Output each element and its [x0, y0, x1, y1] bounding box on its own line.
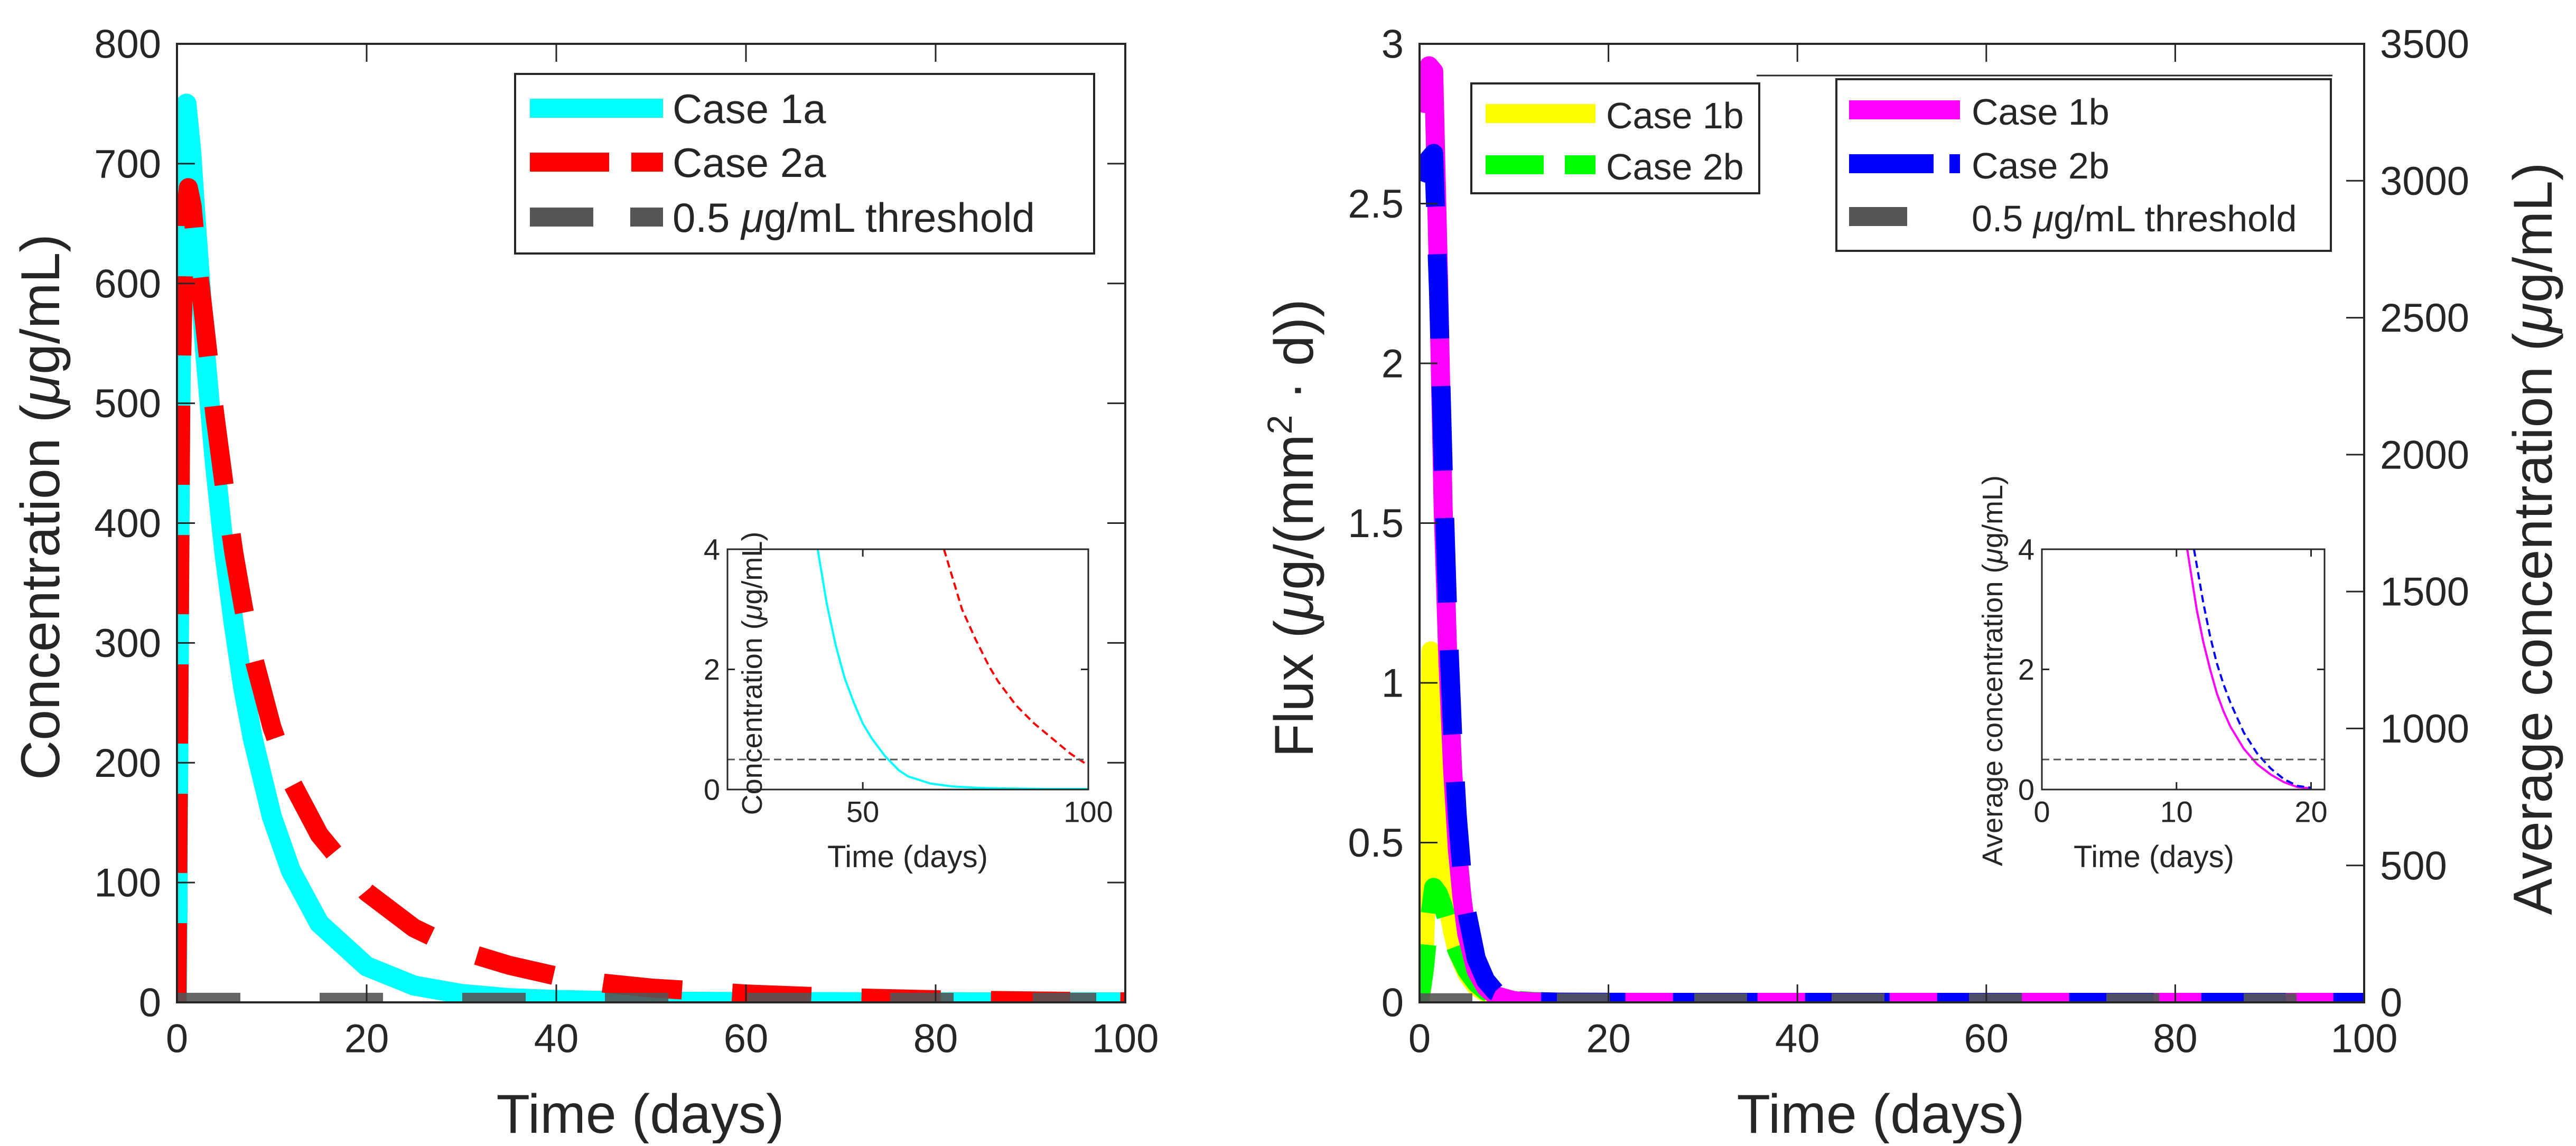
left-ylabel: Concentration (μg/mL) — [10, 234, 71, 780]
right-inset-plot-area — [2042, 549, 2325, 790]
ytick-label: 100 — [94, 861, 161, 906]
series-right-main-1-case-2b — [1420, 878, 2364, 1002]
legend-label-case-1b-magenta: Case 1b — [1972, 91, 2110, 133]
series-right-main-3-case-2b — [1420, 144, 2364, 1002]
series-left-inset-0-case-1a — [816, 549, 1088, 790]
right-legend-right-axis: Case 1b Case 2b 0.5 μg/mL threshold — [1757, 74, 2332, 252]
legend-label-case-2a: Case 2a — [673, 139, 826, 186]
ytick-label: 0 — [139, 981, 161, 1026]
legend-label-case-2b-green: Case 2b — [1606, 146, 1744, 187]
xtick-label: 20 — [2294, 795, 2327, 829]
xtick-label: 0 — [2033, 795, 2050, 829]
left-inset-bg — [727, 549, 1088, 790]
right-chart: 0 20 40 60 80 10000.511.522.53050010001500200… — [1260, 22, 2564, 1145]
ytick-label: 0 — [2018, 773, 2034, 806]
ytick-label: 1 — [1382, 661, 1404, 706]
xtick-label: 100 — [1063, 795, 1113, 829]
legend-label-case-1a: Case 1a — [673, 86, 826, 132]
y2tick-label: 1500 — [2380, 570, 2469, 615]
ytick-label: 300 — [94, 621, 161, 666]
right-inset-ylabel: Average concentration (μg/mL) — [1977, 475, 2009, 866]
y2tick-label: 2000 — [2380, 433, 2469, 477]
left-inset: 50 100 0 2 4 Time (days) Concentration (μg/m… — [704, 532, 1113, 874]
legend-label-case-1b-yellow: Case 1b — [1606, 95, 1744, 136]
left-inset-ticks: 50 100 0 2 4 — [704, 533, 1113, 829]
right-y2label: Average concentration (μg/mL) — [2503, 162, 2564, 915]
ytick-label: 800 — [94, 22, 161, 67]
legend-label-threshold-right: 0.5 μg/mL threshold — [1972, 198, 2297, 239]
legend-label-threshold: 0.5 μg/mL threshold — [673, 194, 1035, 241]
xtick-label: 100 — [2331, 1017, 2398, 1062]
left-inset-xlabel: Time (days) — [827, 840, 988, 874]
right-xlabel: Time (days) — [1737, 1084, 2024, 1143]
xtick-label: 60 — [1964, 1017, 2009, 1062]
ytick-label: 4 — [2018, 533, 2034, 566]
xtick-label: 50 — [846, 795, 879, 829]
xtick-label: 40 — [534, 1017, 579, 1062]
right-legend-left-axis: Case 1b Case 2b — [1470, 82, 1760, 194]
ytick-label: 2 — [2018, 653, 2034, 686]
series-right-inset-0-case-1b — [2186, 549, 2311, 790]
left-inset-plot-area — [727, 549, 1088, 790]
ytick-label: 0.5 — [1348, 821, 1404, 866]
xtick-label: 0 — [1408, 1017, 1431, 1062]
right-ylabel: Flux (μg/(mm2 · d)) — [1260, 299, 1325, 757]
right-legend-left-box — [1470, 82, 1760, 194]
left-inset-ylabel: Concentration (μg/mL) — [736, 532, 768, 815]
xtick-label: 60 — [724, 1017, 769, 1062]
ytick-label: 1.5 — [1348, 501, 1404, 546]
series-right-inset-1-case-2b — [2192, 549, 2311, 789]
ytick-label: 600 — [94, 261, 161, 306]
ytick-label: 700 — [94, 142, 161, 186]
y2tick-label: 1000 — [2380, 707, 2469, 752]
xtick-label: 80 — [2153, 1017, 2198, 1062]
right-inset-xlabel: Time (days) — [2074, 840, 2234, 874]
y2tick-label: 3500 — [2380, 22, 2469, 67]
xtick-label: 80 — [913, 1017, 958, 1062]
ytick-label: 2 — [1382, 342, 1404, 387]
ytick-label: 500 — [94, 381, 161, 426]
right-inset: 0 10 20 0 2 4 Time (days) Average concentrati… — [1965, 475, 2328, 874]
ytick-label: 3 — [1382, 22, 1404, 67]
right-inset-bg — [1965, 549, 2325, 790]
ytick-label: 200 — [94, 741, 161, 786]
xtick-label: 20 — [1586, 1017, 1631, 1062]
y2tick-label: 500 — [2380, 843, 2447, 888]
ytick-label: 4 — [704, 533, 720, 566]
series-left-main-1-case-2a — [177, 178, 1125, 1002]
xtick-label: 100 — [1092, 1017, 1159, 1062]
y2tick-label: 2500 — [2380, 296, 2469, 341]
y2tick-label: 3000 — [2380, 159, 2469, 204]
right-inset-ticks: 0 10 20 0 2 4 — [2018, 533, 2328, 829]
legend-label-case-2b-blue: Case 2b — [1972, 145, 2110, 186]
left-xlabel: Time (days) — [496, 1084, 784, 1143]
xtick-label: 10 — [2160, 795, 2193, 829]
ytick-label: 2.5 — [1348, 182, 1404, 227]
xtick-label: 0 — [166, 1017, 188, 1062]
ytick-label: 400 — [94, 501, 161, 546]
ytick-label: 0 — [704, 773, 720, 806]
xtick-label: 40 — [1775, 1017, 1820, 1062]
ytick-label: 0 — [1382, 981, 1404, 1026]
right-ticks: 0 20 40 60 80 10000.511.522.53050010001500200… — [1348, 22, 2469, 1062]
left-legend: Case 1a Case 2a 0.5 μg/mL threshold — [514, 73, 1095, 255]
xtick-label: 20 — [344, 1017, 389, 1062]
y2tick-label: 0 — [2380, 981, 2402, 1026]
series-left-inset-1-case-2a — [942, 549, 1088, 767]
ytick-label: 2 — [704, 653, 720, 686]
